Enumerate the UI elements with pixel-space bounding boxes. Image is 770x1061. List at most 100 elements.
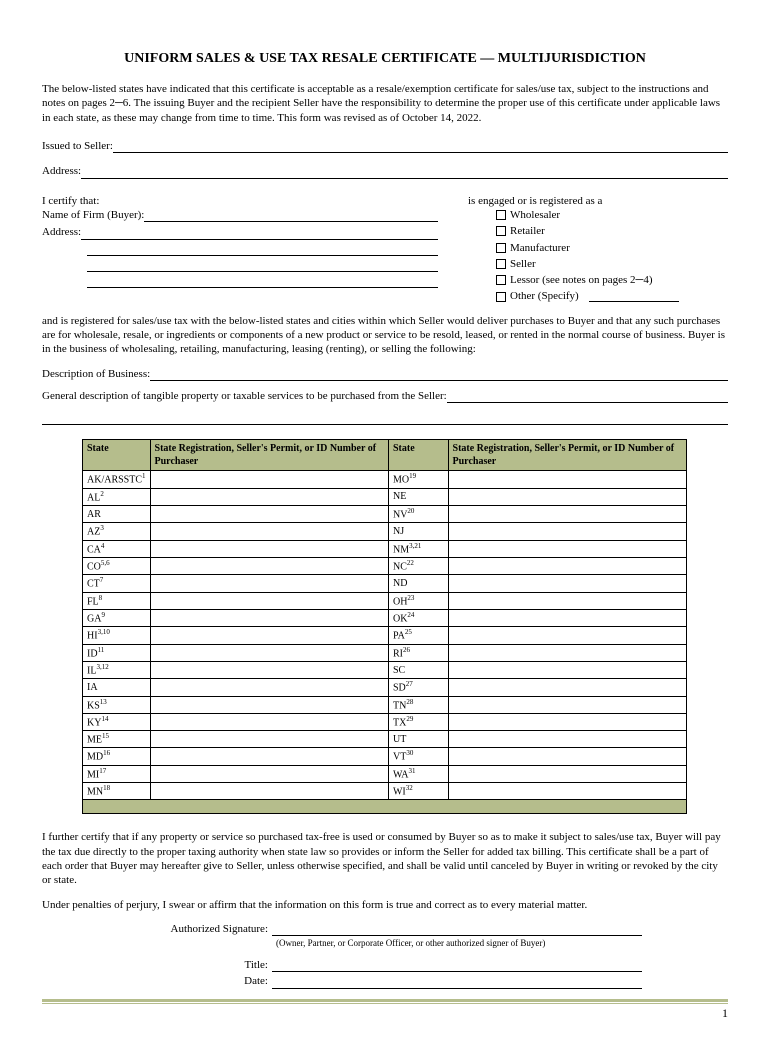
reg-input-cell[interactable]	[150, 765, 388, 782]
state-cell: RI26	[388, 644, 448, 661]
reg-input-cell[interactable]	[150, 488, 388, 505]
reg-input-cell[interactable]	[448, 661, 686, 678]
reg-input-cell[interactable]	[150, 523, 388, 540]
gen-desc-line2[interactable]	[42, 411, 728, 425]
reg-input-cell[interactable]	[150, 609, 388, 626]
auth-sig-input[interactable]	[272, 923, 642, 936]
state-cell: MI17	[83, 765, 151, 782]
reg-input-cell[interactable]	[448, 748, 686, 765]
reg-input-cell[interactable]	[448, 592, 686, 609]
table-row: AL2 NE	[83, 488, 687, 505]
gen-desc-input[interactable]	[447, 390, 728, 403]
reg-input-cell[interactable]	[150, 696, 388, 713]
address-label: Address:	[42, 164, 81, 178]
addr-line-3[interactable]	[87, 259, 438, 272]
state-cell: NE	[388, 488, 448, 505]
reg-input-cell[interactable]	[150, 783, 388, 800]
state-cell: IA	[83, 679, 151, 696]
reg-input-cell[interactable]	[448, 783, 686, 800]
reg-input-cell[interactable]	[448, 523, 686, 540]
state-cell: GA9	[83, 609, 151, 626]
other-checkbox[interactable]	[496, 292, 506, 302]
table-row: MI17WA31	[83, 765, 687, 782]
certify-label: I certify that:	[42, 194, 438, 208]
lessor-checkbox[interactable]	[496, 275, 506, 285]
state-cell: MD16	[83, 748, 151, 765]
reg-input-cell[interactable]	[448, 505, 686, 522]
lessor-label: Lessor (see notes on pages 2─4)	[510, 273, 653, 287]
gen-desc-label: General description of tangible property…	[42, 389, 447, 403]
reg-input-cell[interactable]	[150, 471, 388, 488]
th-state-left: State	[83, 440, 151, 471]
state-cell: ME15	[83, 731, 151, 748]
reg-input-cell[interactable]	[448, 679, 686, 696]
reg-input-cell[interactable]	[150, 505, 388, 522]
auth-sig-subtext: (Owner, Partner, or Corporate Officer, o…	[276, 938, 728, 950]
further-certify-paragraph: I further certify that if any property o…	[42, 830, 728, 887]
addr-line-4[interactable]	[87, 275, 438, 288]
manufacturer-label: Manufacturer	[510, 241, 570, 255]
reg-input-cell[interactable]	[150, 540, 388, 557]
state-cell: AZ3	[83, 523, 151, 540]
state-cell: CA4	[83, 540, 151, 557]
reg-input-cell[interactable]	[150, 575, 388, 592]
state-cell: ND	[388, 575, 448, 592]
reg-input-cell[interactable]	[150, 661, 388, 678]
date-input[interactable]	[272, 976, 642, 989]
issued-input[interactable]	[113, 140, 728, 153]
reg-input-cell[interactable]	[448, 765, 686, 782]
reg-input-cell[interactable]	[448, 488, 686, 505]
state-cell: KY14	[83, 713, 151, 730]
desc-business-input[interactable]	[150, 368, 728, 381]
state-cell: OH23	[388, 592, 448, 609]
manufacturer-checkbox[interactable]	[496, 243, 506, 253]
table-row: MN18WI32	[83, 783, 687, 800]
table-row: IL3,12SC	[83, 661, 687, 678]
reg-input-cell[interactable]	[150, 713, 388, 730]
wholesaler-label: Wholesaler	[510, 208, 560, 222]
firm-input[interactable]	[144, 209, 438, 222]
reg-input-cell[interactable]	[448, 471, 686, 488]
reg-input-cell[interactable]	[150, 644, 388, 661]
engaged-label: is engaged or is registered as a	[468, 194, 728, 208]
reg-input-cell[interactable]	[448, 627, 686, 644]
state-cell: AR	[83, 505, 151, 522]
state-cell: MO19	[388, 471, 448, 488]
other-input[interactable]	[589, 291, 679, 302]
reg-input-cell[interactable]	[448, 557, 686, 574]
address-row: Address:	[42, 164, 728, 178]
address-input[interactable]	[81, 166, 728, 179]
seller-checkbox[interactable]	[496, 259, 506, 269]
wholesaler-checkbox[interactable]	[496, 210, 506, 220]
reg-input-cell[interactable]	[448, 644, 686, 661]
reg-input-cell[interactable]	[150, 557, 388, 574]
reg-input-cell[interactable]	[150, 731, 388, 748]
table-row: ME15UT	[83, 731, 687, 748]
reg-input-cell[interactable]	[150, 627, 388, 644]
reg-input-cell[interactable]	[448, 575, 686, 592]
state-cell: CO5,6	[83, 557, 151, 574]
reg-input-cell[interactable]	[448, 540, 686, 557]
reg-input-cell[interactable]	[448, 731, 686, 748]
reg-input-cell[interactable]	[150, 679, 388, 696]
retailer-checkbox[interactable]	[496, 226, 506, 236]
states-table: State State Registration, Seller's Permi…	[82, 439, 687, 814]
table-footer-bar	[83, 800, 687, 814]
reg-input-cell[interactable]	[448, 696, 686, 713]
addr2-input[interactable]	[81, 227, 438, 240]
page-number: 1	[42, 1006, 728, 1022]
table-row: KS13TN28	[83, 696, 687, 713]
th-reg-left: State Registration, Seller's Permit, or …	[150, 440, 388, 471]
table-row: FL8OH23	[83, 592, 687, 609]
addr-line-2[interactable]	[87, 243, 438, 256]
addr2-label: Address:	[42, 225, 81, 239]
auth-sig-label: Authorized Signature:	[42, 922, 272, 936]
perjury-paragraph: Under penalties of perjury, I swear or a…	[42, 898, 728, 912]
state-cell: PA25	[388, 627, 448, 644]
state-cell: AL2	[83, 488, 151, 505]
reg-input-cell[interactable]	[150, 592, 388, 609]
title-input[interactable]	[272, 959, 642, 972]
reg-input-cell[interactable]	[150, 748, 388, 765]
reg-input-cell[interactable]	[448, 713, 686, 730]
reg-input-cell[interactable]	[448, 609, 686, 626]
